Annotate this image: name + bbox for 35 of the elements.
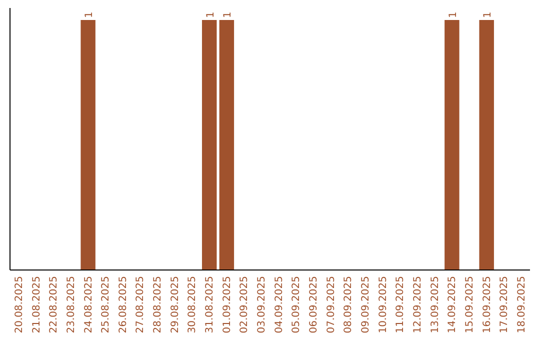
x-tick-label: 01.09.2025 (222, 276, 233, 334)
x-tick-label: 29.08.2025 (170, 276, 181, 334)
x-tick-label: 17.09.2025 (499, 276, 510, 334)
x-tick-label: 25.08.2025 (100, 276, 112, 334)
x-tick-label: 20.08.2025 (14, 276, 25, 334)
x-tick-label: 31.08.2025 (204, 276, 216, 334)
x-tick-label: 18.09.2025 (516, 276, 528, 334)
x-tick-label: 16.09.2025 (482, 276, 493, 334)
data-label: 1 (482, 12, 494, 18)
x-tick-label: 28.08.2025 (152, 276, 164, 334)
data-label: 1 (84, 12, 96, 18)
data-label: 1 (448, 12, 459, 18)
data-label: 1 (222, 12, 234, 18)
data-label: 1 (205, 12, 216, 18)
x-tick-label: 13.09.2025 (430, 276, 441, 334)
x-tick-label: 05.09.2025 (291, 276, 302, 334)
x-tick-label: 27.08.2025 (135, 276, 146, 334)
x-tick-label: 15.09.2025 (464, 276, 476, 334)
x-tick-label: 10.09.2025 (378, 276, 389, 334)
x-tick-label: 22.08.2025 (48, 276, 60, 334)
x-tick-label: 07.09.2025 (326, 276, 337, 334)
x-tick-label: 03.09.2025 (256, 276, 268, 334)
x-tick-label: 23.08.2025 (66, 276, 77, 334)
x-tick-label: 09.09.2025 (360, 276, 372, 334)
x-tick-label: 11.09.2025 (395, 276, 406, 334)
x-tick-label: 26.08.2025 (118, 276, 129, 334)
x-tick-label: 24.08.2025 (83, 276, 94, 334)
x-tick-label: 02.09.2025 (239, 276, 250, 334)
x-tick-label: 06.09.2025 (308, 276, 320, 334)
x-tick-label: 21.08.2025 (31, 276, 42, 334)
x-tick-label: 14.09.2025 (447, 276, 458, 334)
x-tick-label: 04.09.2025 (274, 276, 285, 334)
x-tick-label: 30.08.2025 (187, 276, 198, 334)
x-tick-label: 12.09.2025 (412, 276, 424, 334)
x-tick-label: 08.09.2025 (343, 276, 354, 334)
